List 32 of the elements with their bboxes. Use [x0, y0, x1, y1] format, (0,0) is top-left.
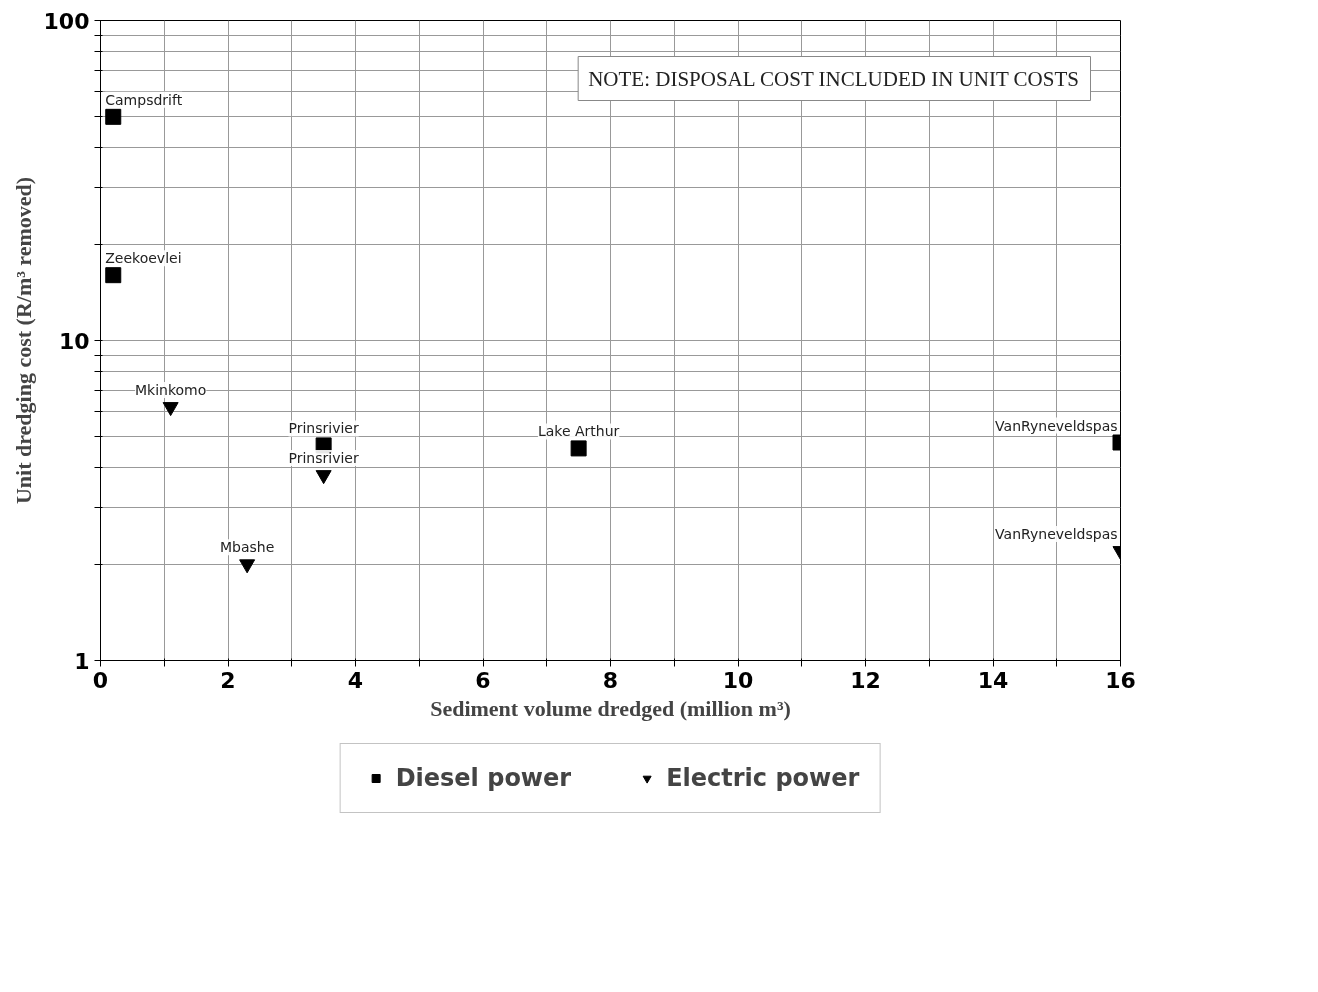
point — [105, 267, 122, 284]
y-axis-title: Unit dredging cost (R/m³ removed) — [10, 176, 36, 505]
point — [315, 470, 332, 485]
x-tick-label: 2 — [220, 667, 236, 693]
legend-label: Electric power — [666, 764, 860, 792]
x-tick-label: 6 — [475, 667, 491, 693]
x-tick-label: 12 — [850, 667, 881, 693]
annotation: VanRyneveldspas — [995, 417, 1118, 434]
annotation: Mbashe — [219, 539, 275, 556]
annotation: Campsdrift — [105, 91, 183, 108]
x-tick-label: 14 — [977, 667, 1009, 693]
annotation: Lake Arthur — [537, 423, 620, 440]
x-tick-label: 16 — [1105, 667, 1136, 693]
annotation: Zeekoevlei — [105, 250, 182, 267]
y-tick-label: 10 — [58, 328, 90, 354]
x-axis-title: Sediment volume dredged (million m³) — [430, 695, 791, 721]
x-tick-label: 8 — [602, 667, 619, 693]
annotation: Mkinkomo — [134, 381, 207, 398]
point — [239, 559, 256, 574]
annotation: VanRyneveldspas — [995, 525, 1118, 542]
x-tick-label: 0 — [92, 667, 109, 693]
annotation: Prinsrivier — [288, 449, 359, 466]
x-tick-label: 10 — [722, 667, 754, 693]
point — [570, 440, 587, 457]
annotation: Prinsrivier — [288, 420, 359, 437]
point — [105, 108, 122, 125]
annotation: NOTE: DISPOSAL COST INCLUDED IN UNIT COSTS — [588, 66, 1079, 91]
x-tick-label: 4 — [347, 667, 364, 693]
y-tick-label: 100 — [43, 8, 90, 34]
y-tick-label: 1 — [74, 648, 90, 674]
point — [162, 402, 179, 417]
legend-label: Diesel power — [395, 764, 572, 792]
